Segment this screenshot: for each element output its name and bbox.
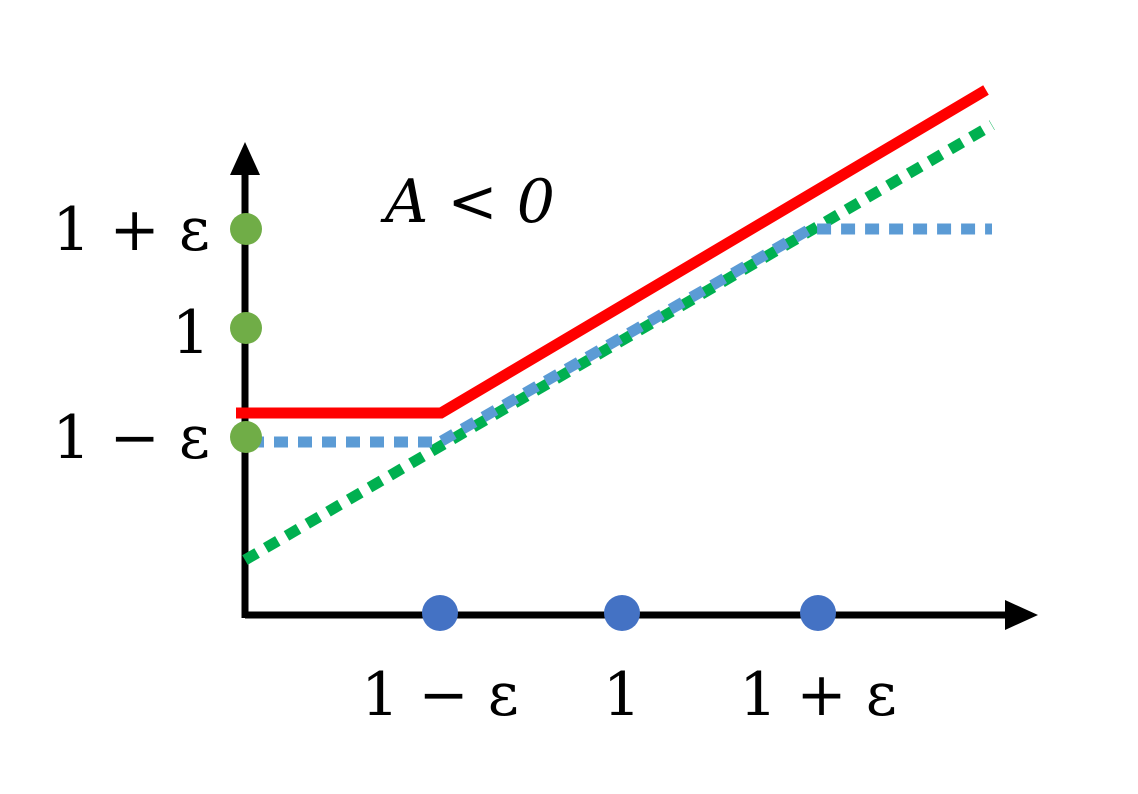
x-marker-1-plus-eps — [800, 595, 836, 631]
x-marker-1 — [604, 595, 640, 631]
y-tick-label: 1 − ε — [52, 403, 210, 473]
annotation-label: A < 0 — [380, 167, 555, 237]
y-tick-label: 1 + ε — [52, 195, 210, 265]
blue-dotted-line — [250, 223, 992, 448]
y-marker-1-plus-eps — [230, 213, 262, 245]
x-tick-label: 1 — [603, 660, 641, 730]
x-tick-label: 1 + ε — [739, 660, 897, 730]
y-marker-1 — [230, 312, 262, 344]
y-axis-arrow-icon — [230, 142, 260, 175]
red-line — [236, 85, 989, 419]
y-marker-1-minus-eps — [230, 421, 262, 453]
y-tick-label: 1 — [172, 298, 210, 368]
x-marker-1-minus-eps — [422, 595, 458, 631]
x-tick-label: 1 − ε — [361, 660, 519, 730]
x-axis-arrow-icon — [1005, 600, 1038, 630]
